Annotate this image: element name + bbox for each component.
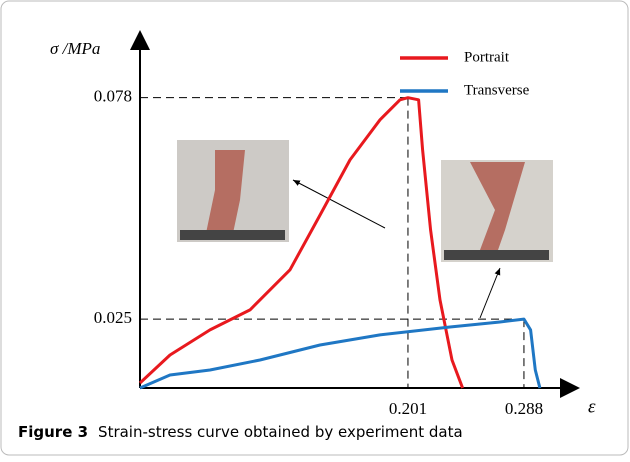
specimen <box>470 162 525 250</box>
caption-label: Figure 3 <box>18 423 88 441</box>
caption-text: Strain-stress curve obtained by experime… <box>98 423 463 441</box>
y-tick-label: 0.078 <box>94 87 132 106</box>
x-tick-label: 0.201 <box>389 399 427 418</box>
data-line <box>138 96 465 389</box>
data-line <box>139 317 542 390</box>
caption: Figure 3 Strain-stress curve obtained by … <box>18 423 463 441</box>
y-axis-label: σ /MPa <box>50 39 100 58</box>
y-tick-label: 0.025 <box>94 308 132 327</box>
clamp <box>444 250 549 260</box>
pointer-arrow <box>292 179 386 229</box>
x-axis-label: ε <box>588 396 596 417</box>
x-tick-label: 0.288 <box>505 399 543 418</box>
legend-label: Portrait <box>464 49 510 65</box>
specimen <box>205 150 245 238</box>
pointer-arrow <box>479 267 501 319</box>
legend-label: Transverse <box>464 82 530 98</box>
clamp <box>180 230 285 240</box>
